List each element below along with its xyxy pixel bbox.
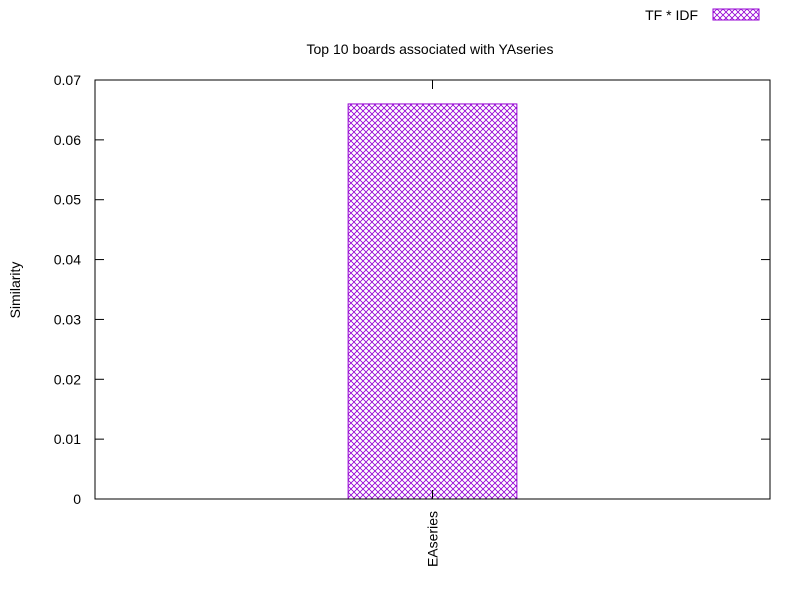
y-axis-label: Similarity [7,262,23,319]
legend: TF * IDF [645,7,760,23]
bar [347,103,518,500]
plot-frame [94,79,771,500]
bars [347,103,518,500]
legend-swatch [712,8,760,21]
y-tick-label: 0 [73,491,81,507]
y-tick-label: 0.01 [54,431,81,447]
y-tick-label: 0.06 [54,132,81,148]
legend-label: TF * IDF [645,7,698,23]
x-tick-label: EAseries [425,511,441,567]
y-tick-label: 0.05 [54,192,81,208]
chart-title: Top 10 boards associated with YAseries [307,41,554,57]
y-tick-label: 0.03 [54,311,81,327]
y-axis-ticks: 0 0.01 0.02 0.03 0.04 0.05 0.06 0.07 [54,72,770,507]
x-axis-ticks: EAseries [425,80,441,567]
y-tick-label: 0.02 [54,371,81,387]
y-tick-label: 0.04 [54,252,81,268]
y-tick-label: 0.07 [54,72,81,88]
